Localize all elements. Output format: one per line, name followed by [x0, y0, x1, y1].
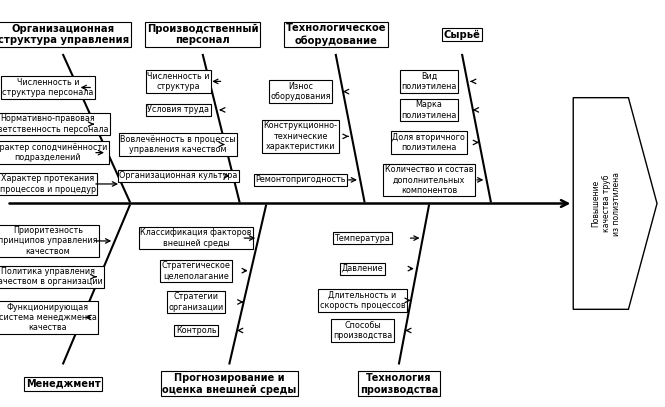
Text: Численность и
структура персонала: Численность и структура персонала: [2, 78, 94, 97]
Text: Классификация факторов
внешней среды: Классификация факторов внешней среды: [140, 228, 252, 248]
Text: Технология
производства: Технология производства: [360, 373, 438, 395]
Text: Менеджмент: Менеджмент: [26, 379, 100, 389]
Text: Вовлечённость в процессы
управления качеством: Вовлечённость в процессы управления каче…: [120, 135, 236, 154]
Text: Характер протекания
процессов и процедур: Характер протекания процессов и процедур: [0, 174, 96, 194]
Text: Повышение
качества труб
из полиэтилена: Повышение качества труб из полиэтилена: [592, 171, 621, 236]
Text: Вид
полиэтилена: Вид полиэтилена: [401, 72, 457, 91]
Text: Функционирующая
система менеджмента
качества: Функционирующая система менеджмента каче…: [0, 302, 97, 333]
Text: Длительность и
скорость процессов: Длительность и скорость процессов: [320, 291, 405, 310]
Text: Температура: Температура: [334, 234, 390, 243]
Text: Марка
полиэтилена: Марка полиэтилена: [401, 100, 457, 120]
Text: Способы
производства: Способы производства: [332, 321, 392, 340]
Text: Износ
оборудования: Износ оборудования: [271, 82, 331, 101]
Text: Стратегическое
целеполагание: Стратегическое целеполагание: [162, 261, 231, 280]
Text: Сырьё: Сырьё: [444, 30, 481, 39]
Text: Условия труда: Условия труда: [147, 105, 209, 114]
Text: Организационная
структура управления: Организационная структура управления: [0, 24, 129, 46]
Polygon shape: [573, 98, 657, 309]
Text: Доля вторичного
полиэтилена: Доля вторичного полиэтилена: [392, 133, 465, 152]
Text: Производственный
персонал: Производственный персонал: [147, 24, 259, 46]
Text: Прогнозирование и
оценка внешней среды: Прогнозирование и оценка внешней среды: [162, 373, 297, 395]
Text: Количество и состав
дополнительных
компонентов: Количество и состав дополнительных компо…: [384, 165, 473, 195]
Text: Ремонтопригодность: Ремонтопригодность: [255, 175, 346, 184]
Text: Организационная культура: Организационная культура: [119, 171, 237, 180]
Text: Приоритезность
принципов управления
качеством: Приоритезность принципов управления каче…: [0, 226, 98, 256]
Text: Стратегии
организации: Стратегии организации: [168, 292, 224, 312]
Text: Численность и
структура: Численность и структура: [147, 72, 209, 91]
Text: Технологическое
оборудование: Технологическое оборудование: [285, 24, 386, 46]
Text: Давление: Давление: [342, 264, 383, 273]
Text: Нормативно-правовая
ответственность персонала: Нормативно-правовая ответственность перс…: [0, 114, 108, 134]
Text: Политика управления
качеством в организации: Политика управления качеством в организа…: [0, 267, 103, 287]
Text: Характер соподчинённости
подразделений: Характер соподчинённости подразделений: [0, 143, 107, 162]
Text: Контроль: Контроль: [176, 326, 217, 335]
Text: Конструкционно-
технические
характеристики: Конструкционно- технические характеристи…: [263, 121, 338, 151]
